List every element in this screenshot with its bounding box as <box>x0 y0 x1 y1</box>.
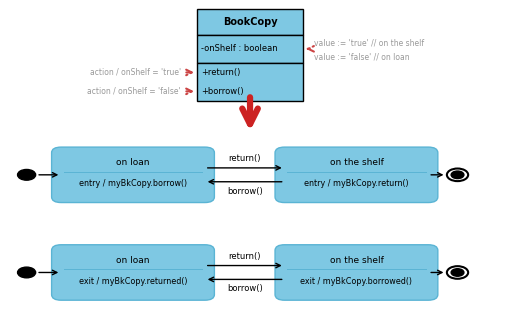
Text: action / onShelf = 'false': action / onShelf = 'false' <box>87 87 181 96</box>
Text: on loan: on loan <box>117 256 149 265</box>
Text: value := 'false' // on loan: value := 'false' // on loan <box>314 52 410 61</box>
Text: on the shelf: on the shelf <box>329 256 384 265</box>
Text: exit / myBkCopy.returned(): exit / myBkCopy.returned() <box>79 277 187 286</box>
Circle shape <box>447 266 468 279</box>
Text: value := 'true' // on the shelf: value := 'true' // on the shelf <box>314 38 424 47</box>
Circle shape <box>18 267 36 278</box>
Text: exit / myBkCopy.borrowed(): exit / myBkCopy.borrowed() <box>301 277 412 286</box>
FancyBboxPatch shape <box>275 245 438 300</box>
Circle shape <box>447 169 468 181</box>
Circle shape <box>451 269 464 276</box>
Text: borrow(): borrow() <box>227 284 263 293</box>
FancyBboxPatch shape <box>52 147 214 203</box>
Text: return(): return() <box>228 252 261 261</box>
Text: on loan: on loan <box>117 158 149 167</box>
FancyBboxPatch shape <box>275 147 438 203</box>
Text: BookCopy: BookCopy <box>223 17 277 27</box>
FancyBboxPatch shape <box>52 245 214 300</box>
Text: +borrow(): +borrow() <box>201 87 244 96</box>
FancyBboxPatch shape <box>197 9 303 35</box>
Text: borrow(): borrow() <box>227 187 263 196</box>
FancyBboxPatch shape <box>197 63 303 101</box>
Text: entry / myBkCopy.return(): entry / myBkCopy.return() <box>304 179 409 188</box>
Text: return(): return() <box>228 154 261 163</box>
Text: entry / myBkCopy.borrow(): entry / myBkCopy.borrow() <box>79 179 187 188</box>
Circle shape <box>451 171 464 179</box>
Text: -onShelf : boolean: -onShelf : boolean <box>201 44 278 53</box>
Circle shape <box>18 169 36 180</box>
Text: action / onShelf = 'true': action / onShelf = 'true' <box>90 68 181 77</box>
FancyBboxPatch shape <box>197 35 303 63</box>
Text: on the shelf: on the shelf <box>329 158 384 167</box>
Text: +return(): +return() <box>201 68 240 77</box>
